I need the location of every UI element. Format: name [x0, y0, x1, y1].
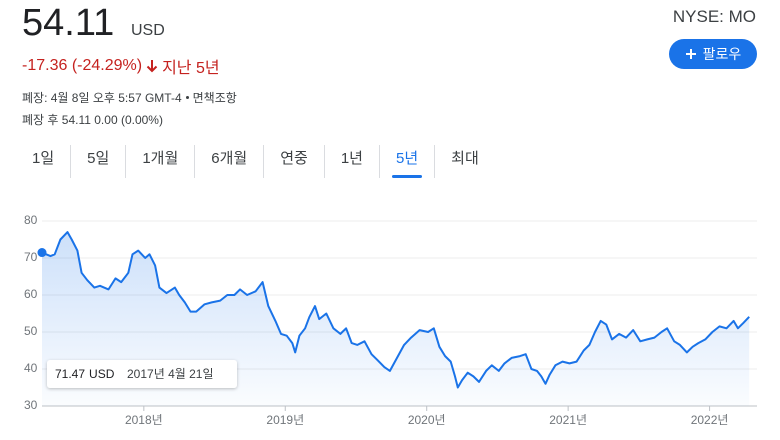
x-tick-label: 2018년: [125, 413, 163, 427]
separator: [185, 95, 189, 99]
y-tick-label: 50: [24, 324, 38, 338]
x-tick-label: 2020년: [408, 413, 446, 427]
range-tab[interactable]: 1년: [323, 145, 379, 178]
after-hours: 폐장 후 54.11 0.00 (0.00%): [22, 113, 163, 127]
hover-point: [37, 248, 47, 258]
price-line: [41, 231, 750, 389]
period: 지난 5년: [162, 60, 220, 77]
y-tick-label: 40: [24, 361, 38, 375]
change: -17.36 (-24.29%): [22, 57, 143, 74]
change-row: -17.36 (-24.29%) 지난 5년: [22, 54, 220, 78]
disclaimer-link[interactable]: 면책조항: [192, 91, 237, 105]
range-tab[interactable]: 5일: [70, 145, 125, 178]
y-tick-label: 80: [24, 213, 38, 227]
tooltip-value: 71.47 USD: [55, 367, 115, 381]
y-tick-label: 70: [24, 250, 38, 264]
follow-label: 팔로우: [702, 46, 742, 62]
follow-button[interactable]: 팔로우: [669, 39, 757, 69]
range-tab[interactable]: 연중: [263, 145, 324, 178]
range-tab[interactable]: 1일: [32, 150, 55, 167]
price: 54.11: [22, 2, 115, 44]
range-tab[interactable]: 최대: [434, 145, 495, 178]
range-tabs: 1일 5일 1개월 6개월 연중 1년 5년 최대: [16, 145, 495, 178]
range-tab[interactable]: 5년: [378, 145, 434, 178]
currency: USD: [131, 22, 165, 39]
plus-icon: [685, 49, 696, 59]
y-tick-label: 60: [24, 287, 38, 301]
x-tick-label: 2019년: [266, 413, 304, 427]
tooltip: 71.47 USD 2017년 4월 21일: [47, 360, 237, 388]
range-tab[interactable]: 1개월: [125, 145, 194, 178]
tooltip-currency: USD: [89, 367, 115, 381]
x-tick-label: 2022년: [691, 413, 729, 427]
range-tab[interactable]: 6개월: [194, 145, 263, 178]
tooltip-price: 71.47: [55, 367, 85, 381]
y-tick-label: 30: [24, 398, 38, 412]
tooltip-date: 2017년 4월 21일: [127, 367, 214, 381]
status: 폐장: 4월 8일 오후 5:57 GMT-4: [22, 91, 182, 105]
exchange: NYSE: MO: [672, 7, 756, 26]
down-arrow: [146, 60, 158, 73]
x-tick-label: 2021년: [549, 413, 587, 427]
status-line: 폐장: 4월 8일 오후 5:57 GMT-4 면책조항: [22, 89, 237, 106]
tooltip-box: [47, 360, 237, 388]
